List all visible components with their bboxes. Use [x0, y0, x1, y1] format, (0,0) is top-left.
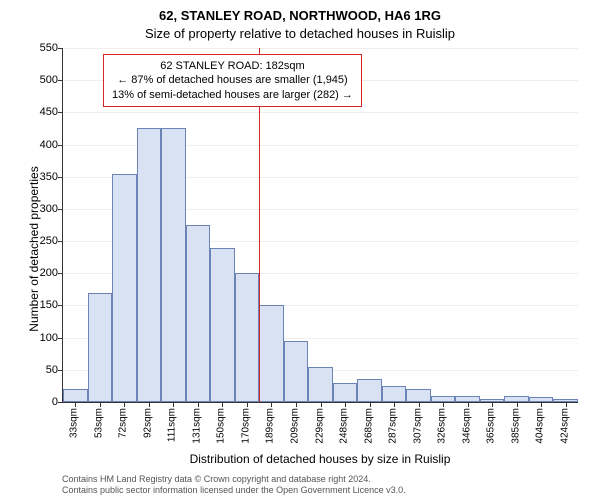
chart-container: 62, STANLEY ROAD, NORTHWOOD, HA6 1RG Siz… [0, 0, 600, 500]
xtick-label: 424sqm [565, 372, 576, 408]
attribution-line1: Contains HM Land Registry data © Crown c… [62, 474, 578, 485]
xtick-label: 53sqm [99, 378, 110, 408]
ytick-label: 400 [22, 139, 58, 151]
bar [137, 128, 162, 402]
ytick-mark [58, 338, 63, 339]
ytick-label: 500 [22, 74, 58, 86]
ytick-mark [58, 80, 63, 81]
ytick-mark [58, 112, 63, 113]
x-axis-label: Distribution of detached houses by size … [62, 452, 578, 466]
xtick-label: 365sqm [491, 372, 502, 408]
xtick-label: 189sqm [270, 372, 281, 408]
xtick-label: 131sqm [197, 372, 208, 408]
xtick-label: 111sqm [172, 374, 183, 408]
callout-line2: ← 87% of detached houses are smaller (1,… [112, 73, 353, 87]
bar [112, 174, 137, 402]
ytick-label: 300 [22, 203, 58, 215]
ytick-mark [58, 305, 63, 306]
ytick-label: 550 [22, 42, 58, 54]
ytick-mark [58, 48, 63, 49]
ytick-mark [58, 370, 63, 371]
xtick-label: 150sqm [221, 372, 232, 408]
attribution: Contains HM Land Registry data © Crown c… [62, 474, 578, 496]
xtick-label: 307sqm [418, 372, 429, 408]
gridline [63, 112, 578, 113]
callout-line1: 62 STANLEY ROAD: 182sqm [112, 59, 353, 73]
bar [161, 128, 186, 402]
callout-line3: 13% of semi-detached houses are larger (… [112, 88, 353, 102]
plot-area: 62 STANLEY ROAD: 182sqm ← 87% of detache… [62, 48, 578, 403]
ytick-label: 250 [22, 235, 58, 247]
ytick-label: 100 [22, 332, 58, 344]
ytick-mark [58, 402, 63, 403]
chart-title-sub: Size of property relative to detached ho… [0, 26, 600, 41]
ytick-label: 50 [22, 364, 58, 376]
xtick-label: 248sqm [344, 372, 355, 408]
ytick-mark [58, 209, 63, 210]
ytick-mark [58, 273, 63, 274]
ytick-mark [58, 241, 63, 242]
chart-title-main: 62, STANLEY ROAD, NORTHWOOD, HA6 1RG [0, 8, 600, 23]
xtick-label: 72sqm [123, 378, 134, 408]
xtick-label: 170sqm [246, 372, 257, 408]
ytick-mark [58, 177, 63, 178]
ytick-label: 150 [22, 299, 58, 311]
xtick-label: 209sqm [295, 372, 306, 408]
xtick-label: 346sqm [467, 372, 478, 408]
xtick-label: 287sqm [393, 372, 404, 408]
attribution-line2: Contains public sector information licen… [62, 485, 578, 496]
xtick-label: 404sqm [540, 372, 551, 408]
xtick-label: 229sqm [320, 372, 331, 408]
xtick-label: 326sqm [442, 372, 453, 408]
ytick-label: 350 [22, 171, 58, 183]
callout-box: 62 STANLEY ROAD: 182sqm ← 87% of detache… [103, 54, 362, 107]
ytick-label: 0 [22, 396, 58, 408]
ytick-mark [58, 145, 63, 146]
xtick-label: 385sqm [516, 372, 527, 408]
xtick-label: 268sqm [369, 372, 380, 408]
ytick-label: 450 [22, 106, 58, 118]
ytick-label: 200 [22, 267, 58, 279]
xtick-label: 33sqm [74, 378, 85, 408]
xtick-label: 92sqm [148, 378, 159, 408]
gridline [63, 48, 578, 49]
